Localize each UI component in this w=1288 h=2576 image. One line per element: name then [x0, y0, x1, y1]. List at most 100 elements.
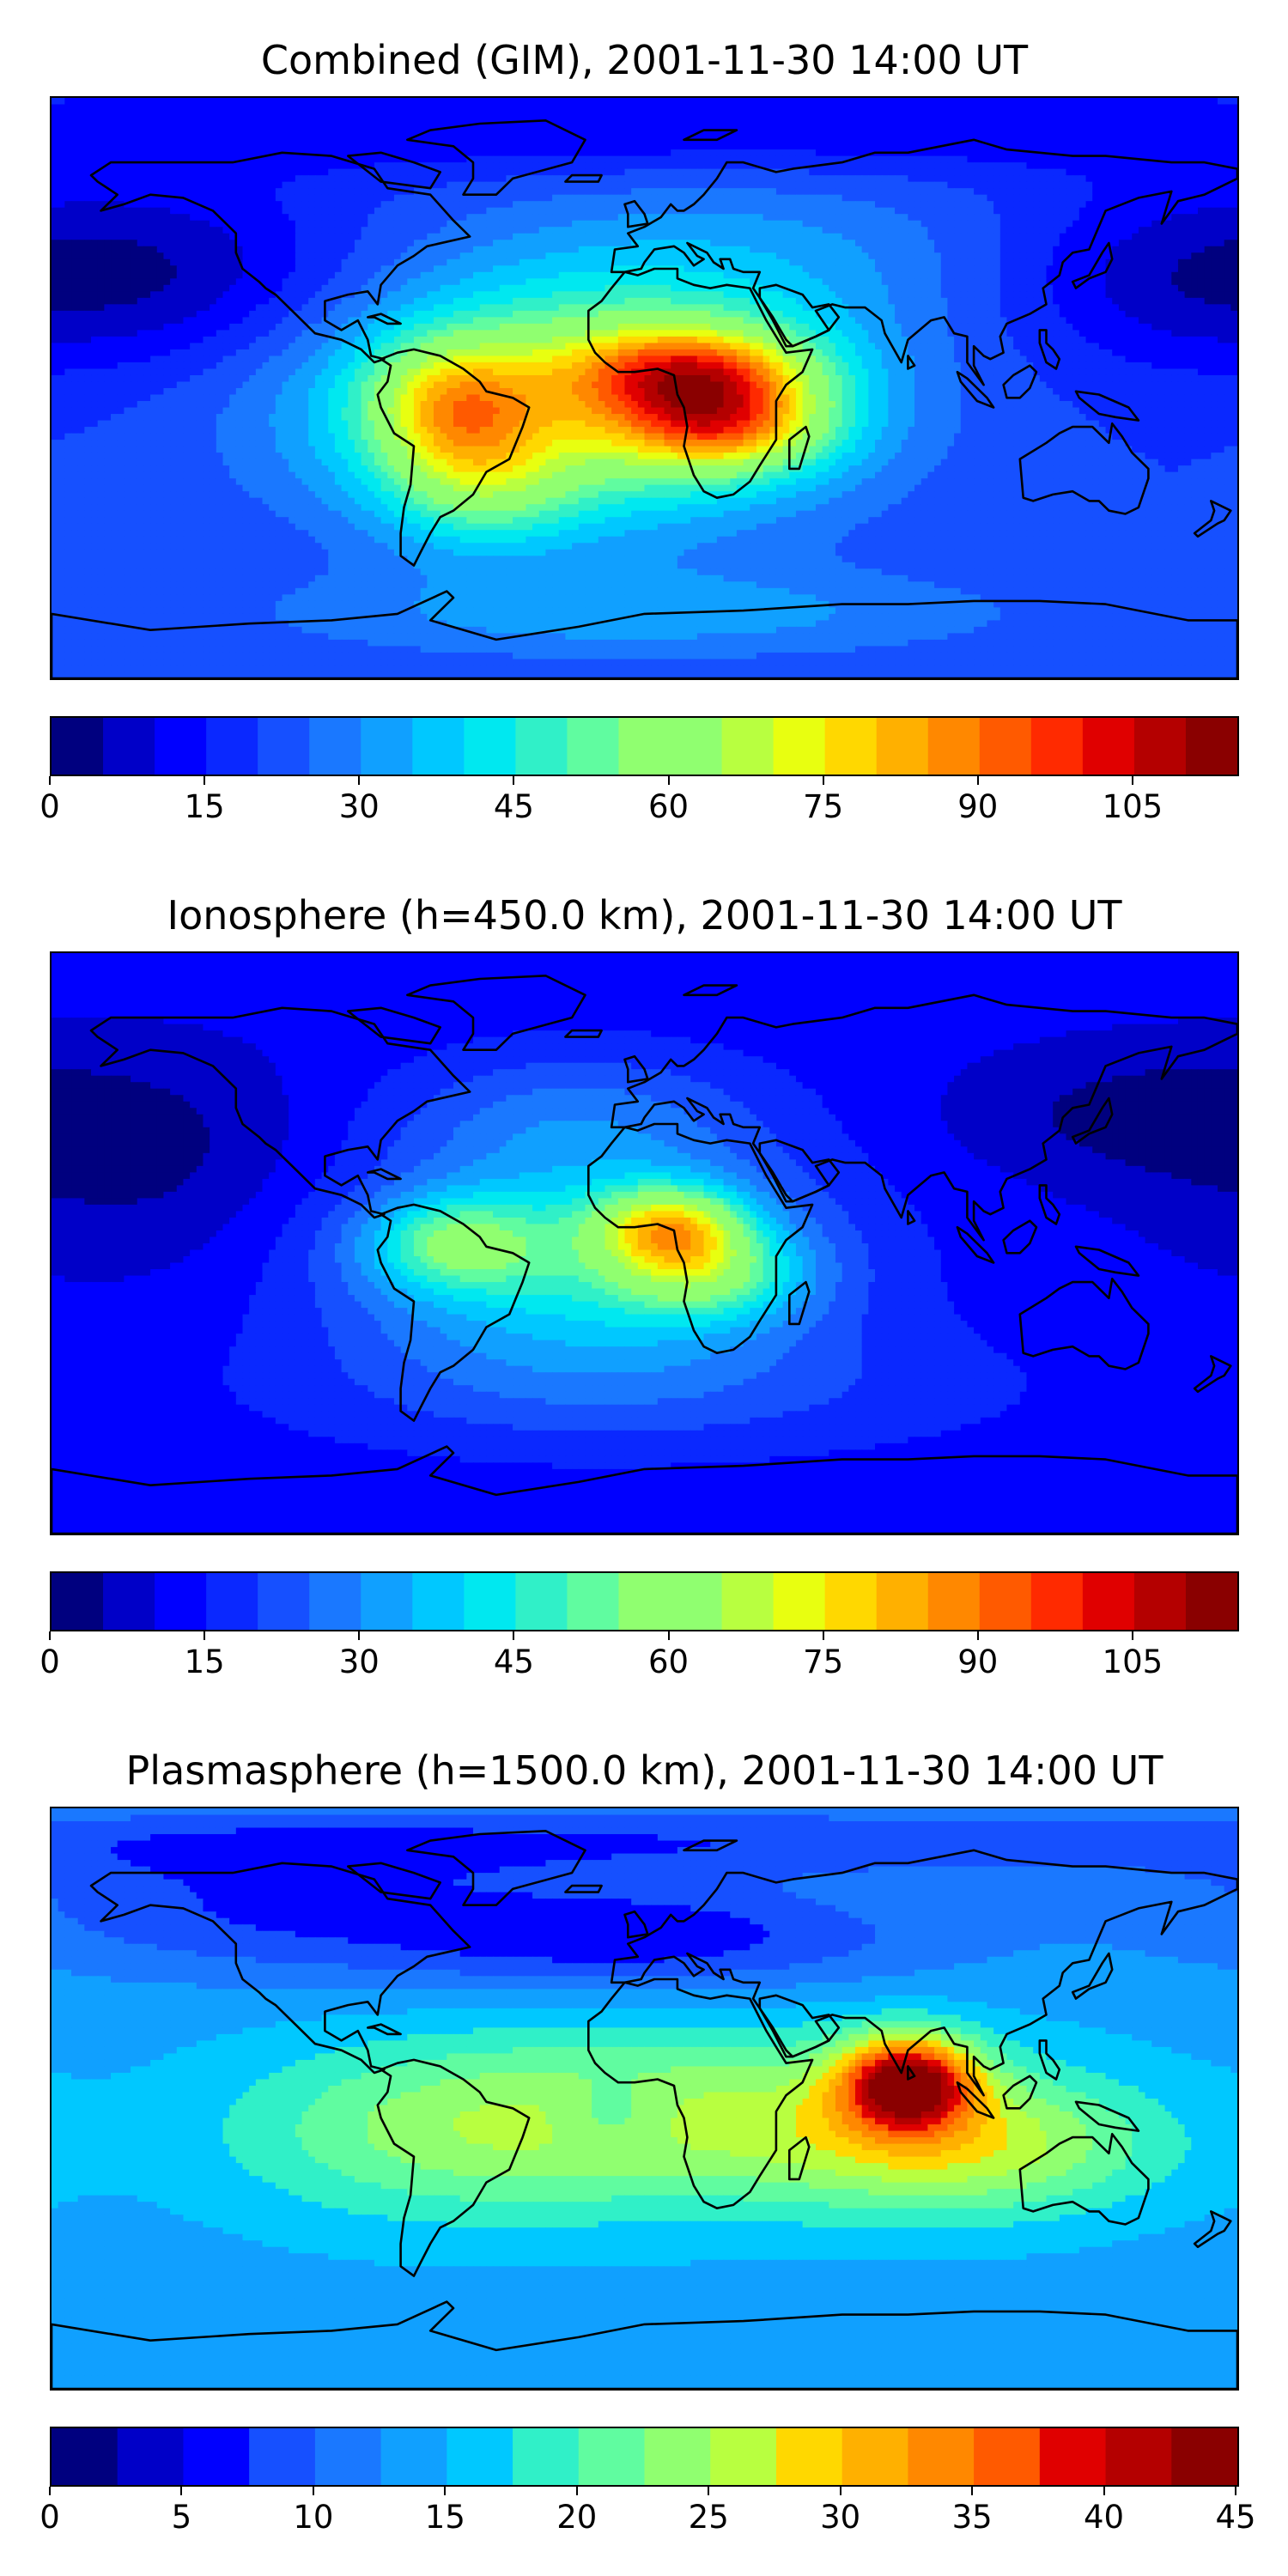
heatmap-cell	[229, 214, 237, 222]
heatmap-cell	[176, 117, 185, 125]
heatmap-cell	[348, 194, 355, 202]
heatmap-cell	[328, 181, 336, 189]
heatmap-cell	[624, 258, 632, 266]
heatmap-cell	[473, 258, 481, 266]
heatmap-cell	[1184, 233, 1192, 240]
heatmap-cell	[585, 104, 592, 112]
heatmap-cell	[631, 207, 639, 215]
heatmap-cell	[1197, 98, 1206, 106]
heatmap-cell	[940, 117, 949, 125]
heatmap-cell	[940, 227, 949, 234]
heatmap-cell	[775, 252, 784, 260]
heatmap-cell	[927, 252, 935, 260]
heatmap-cell	[407, 98, 415, 106]
heatmap-cell	[690, 111, 698, 118]
heatmap-cell	[262, 188, 270, 196]
heatmap-cell	[671, 252, 678, 260]
heatmap-cell	[506, 220, 513, 228]
heatmap-cell	[1006, 117, 1014, 125]
heatmap-cell	[565, 252, 573, 260]
heatmap-cell	[506, 175, 513, 183]
heatmap-cell	[901, 130, 908, 137]
heatmap-cell	[163, 143, 171, 150]
heatmap-cell	[789, 246, 797, 253]
heatmap-cell	[1204, 155, 1212, 163]
heatmap-cell	[855, 143, 863, 150]
heatmap-cell	[987, 137, 994, 144]
heatmap-cell	[499, 104, 507, 112]
heatmap-cell	[282, 104, 289, 112]
heatmap-cell	[999, 265, 1008, 273]
heatmap-cell	[736, 181, 744, 189]
heatmap-cell	[1026, 137, 1034, 144]
heatmap-cell	[1098, 130, 1107, 137]
heatmap-cell	[275, 227, 283, 234]
heatmap-cell	[1132, 188, 1139, 196]
heatmap-cell	[927, 104, 935, 112]
heatmap-cell	[1092, 98, 1100, 106]
heatmap-cell	[802, 246, 810, 253]
heatmap-cell	[314, 168, 323, 176]
heatmap-cell	[1171, 175, 1179, 183]
heatmap-cell	[348, 220, 355, 228]
heatmap-cell	[644, 104, 652, 112]
heatmap-cell	[960, 98, 969, 106]
heatmap-cell	[552, 265, 560, 273]
heatmap-cell	[229, 130, 237, 137]
heatmap-cell	[380, 117, 388, 125]
heatmap-cell	[493, 194, 501, 202]
heatmap-cell	[993, 162, 1001, 170]
heatmap-cell	[683, 124, 691, 131]
heatmap-cell	[835, 201, 843, 209]
heatmap-cell	[499, 246, 507, 253]
heatmap-cell	[301, 104, 309, 112]
heatmap-cell	[565, 162, 573, 170]
heatmap-cell	[328, 227, 336, 234]
heatmap-cell	[131, 214, 138, 222]
heatmap-cell	[1125, 220, 1133, 228]
heatmap-cell	[664, 111, 671, 118]
heatmap-cell	[143, 246, 151, 253]
heatmap-cell	[572, 240, 580, 247]
heatmap-cell	[104, 246, 112, 253]
heatmap-cell	[242, 201, 250, 209]
heatmap-cell	[137, 130, 145, 137]
heatmap-cell	[242, 246, 250, 253]
heatmap-cell	[1217, 137, 1225, 144]
heatmap-cell	[314, 117, 323, 125]
heatmap-cell	[762, 233, 770, 240]
heatmap-cell	[453, 207, 461, 215]
heatmap-cell	[526, 227, 533, 234]
heatmap-cell	[137, 168, 145, 176]
heatmap-cell	[91, 265, 99, 273]
heatmap-cell	[380, 104, 388, 112]
heatmap-cell	[341, 143, 349, 150]
heatmap-cell	[97, 143, 105, 150]
heatmap-cell	[1118, 214, 1127, 222]
heatmap-cell	[756, 111, 764, 118]
heatmap-cell	[993, 227, 1001, 234]
heatmap-cell	[611, 175, 619, 183]
heatmap-cell	[196, 143, 204, 150]
heatmap-cell	[762, 227, 770, 234]
heatmap-cell	[1151, 220, 1159, 228]
heatmap-cell	[190, 252, 197, 260]
heatmap-cell	[545, 252, 553, 260]
heatmap-cell	[433, 188, 441, 196]
heatmap-cell	[841, 143, 849, 150]
heatmap-cell	[1118, 124, 1127, 131]
heatmap-cell	[117, 175, 125, 183]
heatmap-cell	[552, 188, 560, 196]
heatmap-cell	[730, 246, 738, 253]
heatmap-cell	[124, 104, 131, 112]
heatmap-cell	[605, 149, 612, 157]
heatmap-cell	[1125, 233, 1133, 240]
heatmap-cell	[368, 265, 375, 273]
heatmap-cell	[795, 240, 804, 247]
heatmap-cell	[657, 117, 665, 125]
heatmap-cell	[960, 246, 969, 253]
heatmap-cell	[835, 207, 843, 215]
heatmap-cell	[1066, 117, 1073, 125]
heatmap-cell	[1019, 227, 1028, 234]
heatmap-cell	[235, 233, 244, 240]
